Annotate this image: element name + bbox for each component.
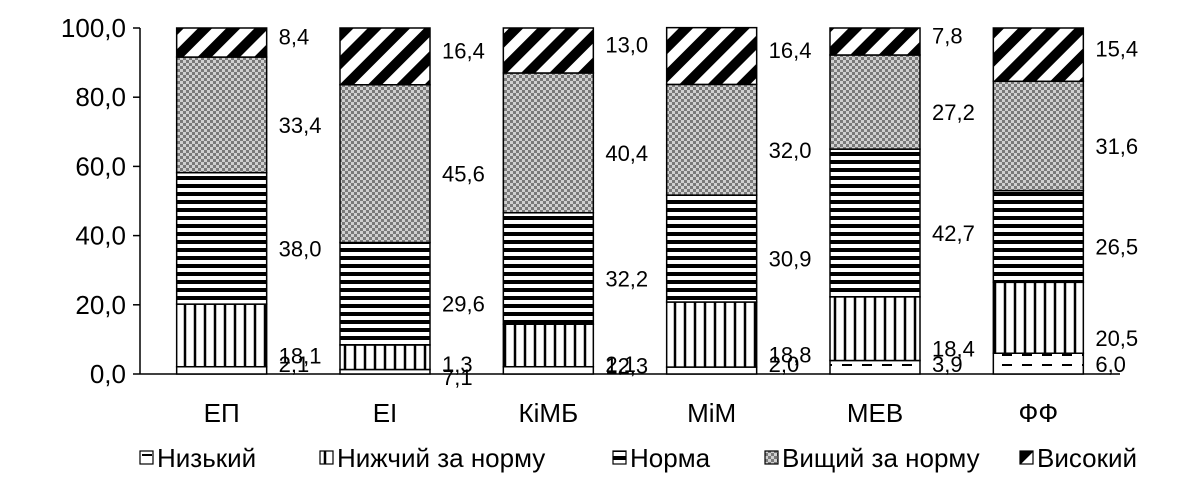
bar-segment xyxy=(829,148,921,298)
bar-segment xyxy=(992,352,1085,375)
data-label: 30,9 xyxy=(769,247,812,272)
data-label: 20,5 xyxy=(1095,326,1138,351)
y-tick-label: 0,0 xyxy=(90,359,126,389)
legend-label: Норма xyxy=(630,443,711,473)
bar-segment xyxy=(175,27,268,58)
data-label: 26,5 xyxy=(1095,234,1138,259)
data-label: 31,6 xyxy=(1095,134,1138,159)
y-tick-label: 60,0 xyxy=(75,151,126,181)
data-label: 2,0 xyxy=(769,352,800,377)
data-label: 13,0 xyxy=(605,32,648,57)
data-label: 7,8 xyxy=(932,23,963,48)
data-label: 6,0 xyxy=(1095,352,1126,377)
data-label: 15,4 xyxy=(1095,37,1138,62)
bar-segment xyxy=(502,27,595,74)
bar-segment xyxy=(992,281,1085,354)
bar-segment xyxy=(502,72,595,214)
legend-label: Вищий за норму xyxy=(782,443,980,473)
bar-segment xyxy=(665,26,758,86)
bar-segment xyxy=(829,359,921,375)
legend-label: Нижчий за норму xyxy=(337,443,545,473)
category-label: ЕП xyxy=(204,398,240,428)
data-label: 8,4 xyxy=(279,25,310,50)
data-label: 45,6 xyxy=(442,162,485,187)
bar-segment xyxy=(502,323,595,368)
y-tick-label: 40,0 xyxy=(75,221,126,251)
bar-segment xyxy=(175,56,268,174)
legend-label: Високий xyxy=(1037,443,1137,473)
data-label: 27,2 xyxy=(932,100,975,125)
data-label: 42,7 xyxy=(932,221,975,246)
y-tick-label: 20,0 xyxy=(75,290,126,320)
bar-segment xyxy=(992,189,1085,284)
bar-segment xyxy=(829,27,921,56)
legend-swatch xyxy=(764,450,779,465)
data-label: 33,4 xyxy=(279,113,322,138)
bar-segment xyxy=(829,296,921,362)
data-label: 16,4 xyxy=(442,38,485,63)
category-label: ФФ xyxy=(1019,398,1059,428)
bar-segment xyxy=(992,80,1085,192)
data-label: 2,1 xyxy=(605,352,636,377)
y-tick-label: 80,0 xyxy=(75,82,126,112)
category-label: МЕВ xyxy=(847,398,903,428)
bar-segment xyxy=(339,344,431,371)
data-label: 3,9 xyxy=(932,352,963,377)
legend-swatch xyxy=(612,450,627,465)
data-label: 18,4 xyxy=(932,337,975,362)
bar-segment xyxy=(665,301,758,368)
legend-label: Низький xyxy=(157,443,256,473)
data-label: 2,1 xyxy=(279,352,310,377)
bar-segment xyxy=(992,27,1085,83)
bar-segment xyxy=(339,83,431,244)
bar-segment xyxy=(175,171,268,305)
data-label: 18,1 xyxy=(279,343,322,368)
y-tick-label: 100,0 xyxy=(61,13,126,43)
bar-segment xyxy=(502,212,595,325)
data-label: 32,0 xyxy=(769,138,812,163)
data-label: 7,1 xyxy=(442,365,473,390)
legend-swatch xyxy=(319,450,334,465)
bar-segment xyxy=(665,83,758,196)
bar-segment xyxy=(339,27,431,86)
data-label: 12,3 xyxy=(605,353,648,378)
category-label: КіМБ xyxy=(519,398,579,428)
data-label: 1,3 xyxy=(442,352,473,377)
bar-segment xyxy=(339,241,431,346)
data-label: 16,4 xyxy=(769,38,812,63)
category-label: ЕІ xyxy=(373,398,398,428)
bar-segment xyxy=(829,54,921,150)
bar-segment xyxy=(665,194,758,303)
data-label: 18,8 xyxy=(769,343,812,368)
data-label: 29,6 xyxy=(442,292,485,317)
legend-swatch xyxy=(1019,450,1034,465)
data-label: 32,2 xyxy=(605,266,648,291)
legend-swatch xyxy=(139,450,154,465)
data-label: 38,0 xyxy=(279,236,322,261)
data-label: 40,4 xyxy=(605,141,648,166)
category-label: МіМ xyxy=(687,398,736,428)
bar-segment xyxy=(175,365,268,375)
bar-segment xyxy=(665,366,758,375)
bar-segment xyxy=(502,365,595,375)
bar-segment xyxy=(175,303,268,368)
